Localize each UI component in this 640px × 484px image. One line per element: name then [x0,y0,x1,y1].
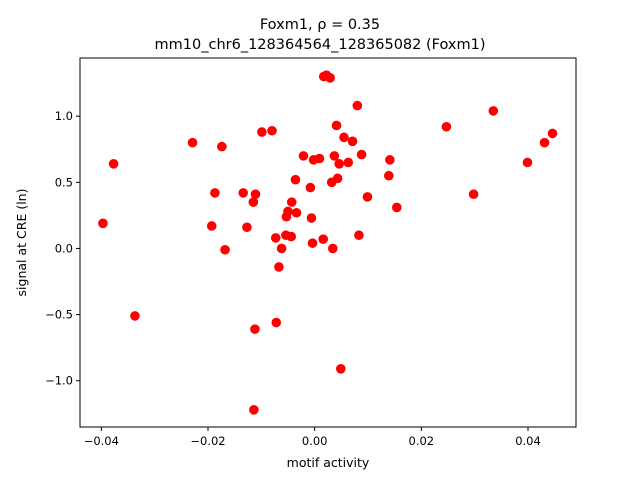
data-point-9 [242,222,252,233]
data-point-4 [206,221,217,231]
points-layer [98,70,558,415]
x-tick-label: −0.02 [190,434,225,448]
plot-area-frame [79,57,577,428]
data-point-0 [98,218,108,229]
data-point-55 [468,189,479,200]
data-point-25 [290,174,301,185]
y-tick-label: 1.0 [55,109,73,123]
data-point-52 [385,155,395,165]
data-point-28 [305,182,316,193]
data-point-18 [274,262,284,272]
data-point-22 [283,206,293,217]
data-point-7 [220,244,230,255]
data-point-53 [392,202,402,213]
data-point-29 [306,213,317,223]
chart-title-line1: Foxm1, ρ = 0.35 [260,17,380,33]
data-point-5 [210,188,220,198]
data-point-41 [332,173,343,184]
data-point-59 [547,128,558,139]
data-point-46 [347,136,358,147]
data-point-30 [307,238,318,248]
data-point-51 [384,170,394,181]
y-tick-label: 0.5 [55,175,73,189]
y-axis-ticks: −1.0 −0.5 0.0 0.5 1.0 [45,109,80,388]
data-point-1 [108,159,119,169]
data-point-15 [267,125,277,136]
data-point-39 [329,151,340,161]
data-point-10 [248,197,259,207]
data-point-36 [325,73,335,83]
x-tick-label: −0.04 [84,434,119,448]
data-point-44 [339,132,349,143]
data-point-27 [298,151,309,161]
data-point-56 [488,106,499,116]
data-point-50 [362,192,373,202]
data-point-54 [441,121,452,132]
data-point-43 [336,364,346,374]
y-axis-label: signal at CRE (ln) [14,189,29,297]
data-point-13 [249,405,259,415]
data-point-17 [271,317,282,328]
y-tick-label: −1.0 [45,374,73,388]
data-point-48 [354,230,364,241]
data-point-11 [250,189,261,200]
data-point-2 [130,311,140,321]
data-point-32 [314,153,325,164]
data-point-26 [291,207,302,218]
data-point-57 [522,157,533,168]
data-point-23 [286,197,297,207]
data-point-42 [334,159,345,169]
x-tick-label: 0.00 [302,434,328,448]
data-point-40 [331,120,342,131]
data-point-38 [328,243,338,254]
x-tick-label: 0.04 [515,434,541,448]
data-point-8 [238,188,248,198]
data-point-47 [352,100,363,111]
y-tick-label: −0.5 [45,308,73,322]
data-point-14 [257,127,267,137]
data-point-19 [276,243,287,254]
data-point-33 [318,234,329,244]
data-point-12 [250,324,260,334]
x-tick-label: 0.02 [409,434,435,448]
data-point-3 [187,137,198,148]
data-point-16 [270,233,281,243]
data-point-24 [286,231,297,242]
data-point-49 [356,149,367,160]
x-axis-label: motif activity [287,455,370,470]
y-tick-label: 0.0 [55,241,73,255]
data-point-6 [217,141,227,152]
data-point-45 [343,157,354,168]
data-point-58 [539,137,550,148]
chart-title-line2: mm10_chr6_128364564_128365082 (Foxm1) [155,37,486,53]
x-axis-ticks: −0.04 −0.02 0.00 0.02 0.04 [84,427,541,448]
